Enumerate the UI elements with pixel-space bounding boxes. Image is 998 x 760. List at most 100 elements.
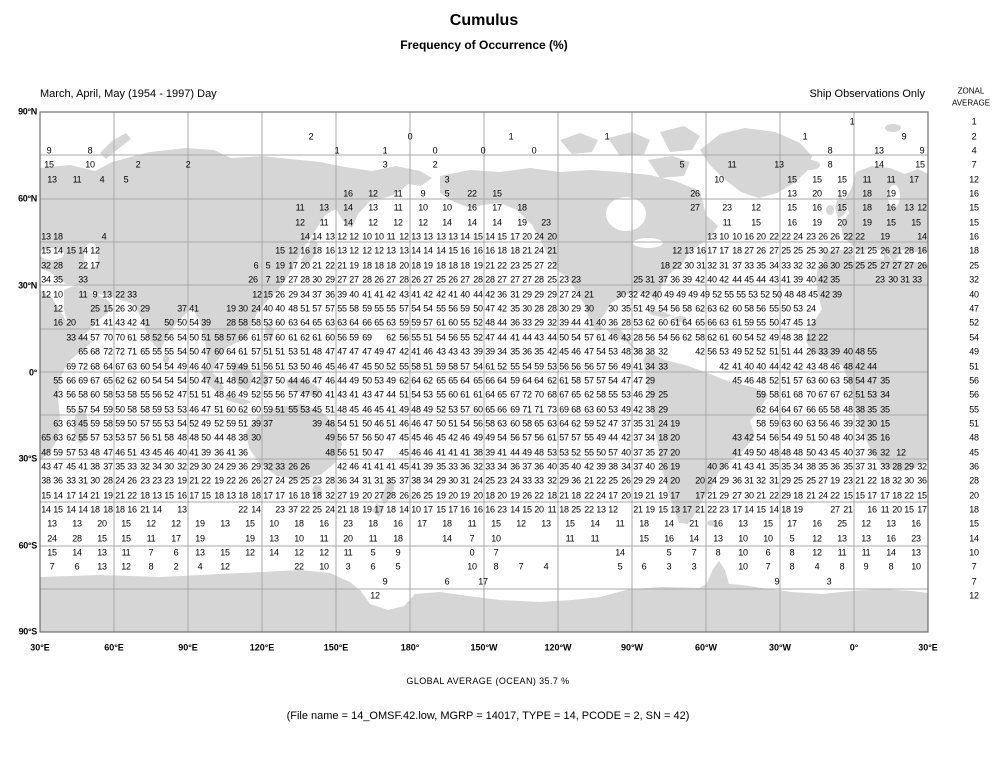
grid-value: 22 [855,231,865,242]
grid-value: 10 [374,231,384,242]
grid-value: 58 [769,389,779,400]
grid-value: 56 [164,332,174,343]
grid-value: 19 [423,260,433,271]
grid-value: 10 [763,533,773,544]
grid-value: 5 [679,159,685,170]
grid-value: 40 [806,274,816,285]
grid-value: 24 [571,289,581,300]
grid-value: 48 [337,404,347,415]
lon-axis-label: 30°E [30,642,50,653]
grid-value: 57 [608,447,618,458]
grid-value: 38 [633,346,643,357]
grid-value: 28 [399,274,409,285]
grid-value: 45 [744,274,754,285]
grid-value: 18 [559,504,569,515]
grid-value: 34 [497,346,507,357]
grid-value: 46 [374,418,384,429]
grid-value: 15 [886,217,896,228]
grid-value: 17 [171,533,181,544]
grid-value: 4 [99,174,105,185]
lat-axis-label: 60°N [18,193,37,204]
grid-value: 39 [832,289,842,300]
grid-value: 23 [275,504,285,515]
grid-value: 29 [571,303,581,314]
grid-value: 34 [41,274,51,285]
grid-value: 42 [547,346,557,357]
grid-value: 40 [744,361,754,372]
grid-value: 13 [774,159,784,170]
grid-value: 25 [867,260,877,271]
grid-value: 59 [399,317,409,328]
grid-value: 19 [195,518,205,529]
grid-value: 9 [774,576,780,587]
grid-value: 45 [362,361,372,372]
grid-value: 41 [349,389,359,400]
grid-value: 19 [275,260,285,271]
grid-value: 38 [806,461,816,472]
grid-value: 63 [127,361,137,372]
grid-value: 54 [460,418,470,429]
grid-value: 50 [756,447,766,458]
grid-value: 17 [695,490,705,501]
landmass-north-america [440,168,718,356]
grid-value: 47 [349,361,359,372]
lat-axis-label: 90°S [18,626,38,637]
grid-value: 29 [226,461,236,472]
grid-value: 33 [522,475,532,486]
grid-value: 54 [855,375,865,386]
grid-value: 35 [645,447,655,458]
grid-value: 53 [621,389,631,400]
grid-value: 62 [238,404,248,415]
grid-value: 15 [855,490,865,501]
grid-value: 56 [473,418,483,429]
grid-value: 44 [214,432,224,443]
grid-value: 13 [337,245,347,256]
grid-value: 55 [164,346,174,357]
grid-value: 3 [691,561,697,572]
grid-value: 56 [769,432,779,443]
grid-value: 12 [53,303,63,314]
grid-value: 10 [911,561,921,572]
grid-value: 25 [843,260,853,271]
grid-value: 10 [294,533,304,544]
grid-value: 19 [670,461,680,472]
grid-value: 15 [787,202,797,213]
grid-value: 56 [756,303,766,314]
zonal-average-value: 56 [969,389,979,400]
grid-value: 54 [571,332,581,343]
grid-value: 16 [713,518,723,529]
grid-value: 18 [53,231,63,242]
grid-value: 41 [584,317,594,328]
grid-value: 34 [300,289,310,300]
lon-axis-label: 90°W [620,642,644,653]
grid-value: 13 [541,518,551,529]
grid-value: 24 [596,490,606,501]
grid-value: 60 [510,418,520,429]
grid-value: 18 [436,260,446,271]
grid-value: 44 [756,274,766,285]
grid-value: 57 [460,361,470,372]
grid-value: 72 [115,346,125,357]
grid-value: 49 [238,389,248,400]
grid-value: 18 [362,260,372,271]
grid-value: 15 [917,490,927,501]
grid-value: 27 [690,202,700,213]
grid-value: 62 [66,432,76,443]
grid-value: 47 [177,389,187,400]
grid-value: 43 [806,361,816,372]
grid-value: 29 [719,490,729,501]
grid-value: 56 [448,332,458,343]
grid-value: 57 [584,332,594,343]
grid-value: 1 [802,131,808,142]
grid-value: 18 [862,202,872,213]
grid-value: 46 [830,361,840,372]
landmass-japan [301,237,318,266]
grid-value: 65 [571,389,581,400]
grid-value: 51 [238,418,248,429]
grid-value: 49 [177,361,187,372]
grid-value: 35 [386,475,396,486]
grid-value: 25 [423,490,433,501]
grid-value: 48 [534,447,544,458]
grid-value: 12 [294,547,304,558]
grid-value: 22 [830,490,840,501]
